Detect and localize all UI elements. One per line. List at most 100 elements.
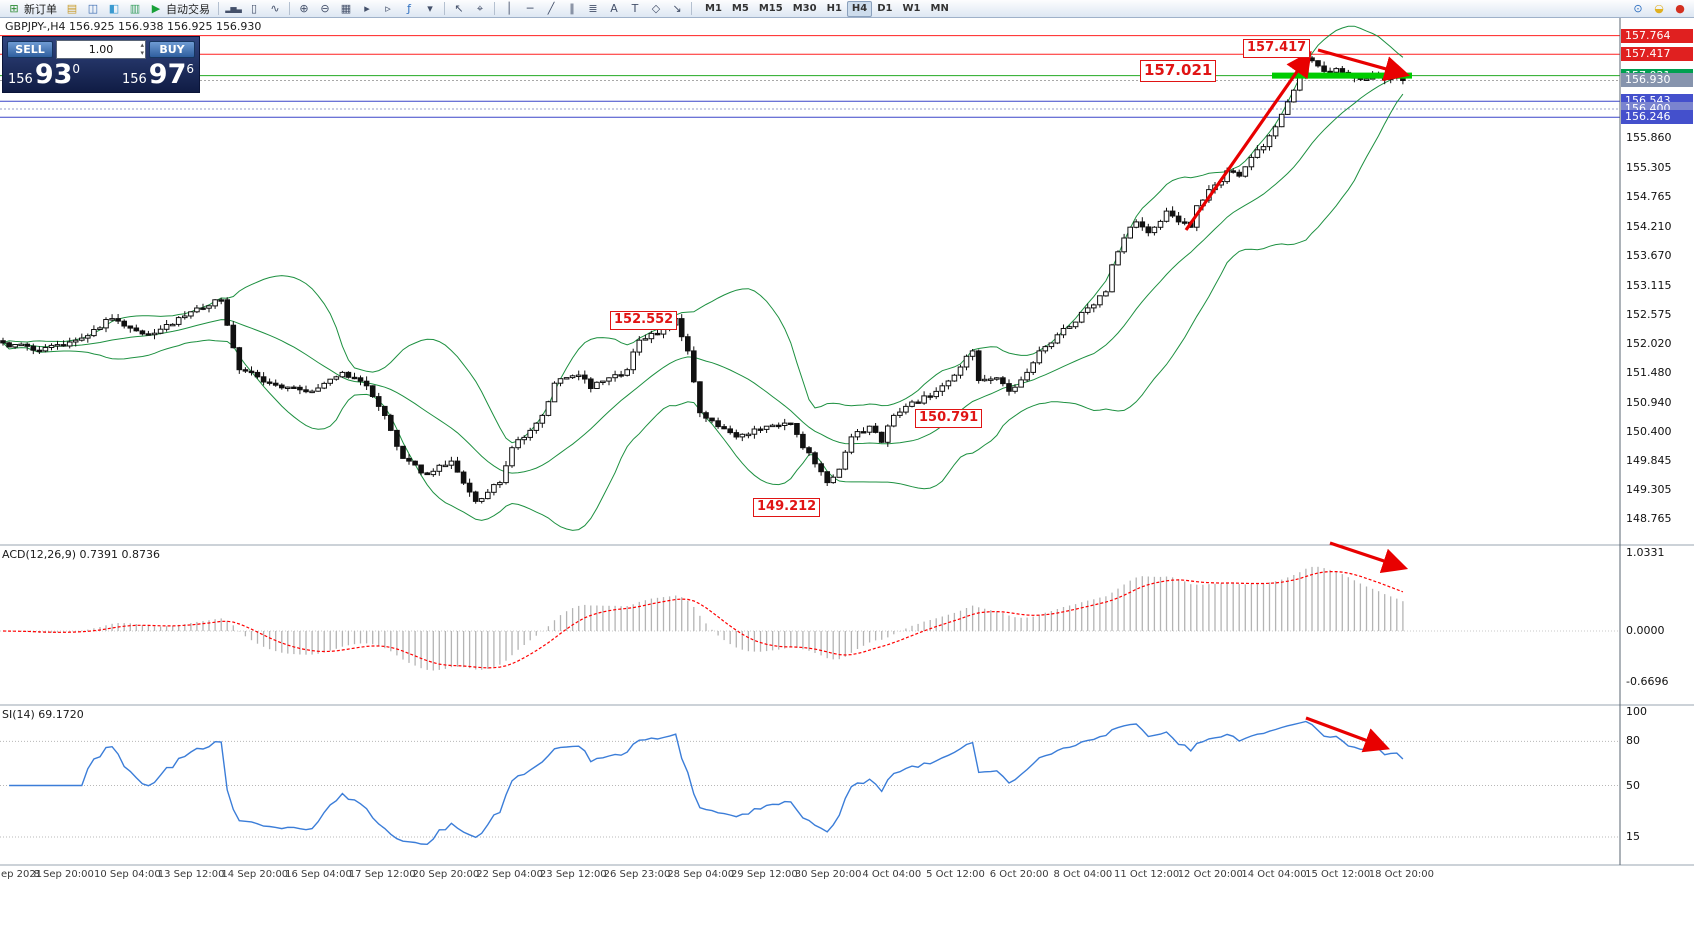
candlestick-chart-icon[interactable]: ▯ [244,1,264,17]
chart-shift-icon[interactable]: ▹ [378,1,398,17]
sell-button[interactable]: SELL [7,41,53,58]
chat-icon: ◒ [1654,1,1664,15]
tile-windows-icon: ▦ [340,1,352,15]
trend-arrow[interactable] [1305,716,1390,753]
channel-icon[interactable]: ∥ [562,1,582,17]
zoom-out-icon: ⊖ [320,1,330,15]
price-axis-badge: 157.764 [1621,28,1693,43]
rsi-axis-label: 80 [1626,734,1640,748]
buy-button[interactable]: BUY [149,41,195,58]
label-icon[interactable]: T [625,1,645,17]
arrow-tool-icon[interactable]: ↘ [667,1,687,17]
text-icon[interactable]: A [604,1,624,17]
volume-input[interactable]: 1.00 ▴ ▾ [56,40,146,59]
trend-arrow[interactable] [1329,541,1409,574]
trade-prices-row: 156930 156976 [7,59,195,88]
time-axis-label: 5 Oct 12:00 [926,869,985,880]
timeframe-m1-button[interactable]: M1 [705,2,722,14]
channel-icon: ∥ [569,1,575,15]
search-icon[interactable]: ⊙ [1628,1,1648,17]
indicators-icon[interactable]: ƒ [399,1,419,17]
indicators-icon: ƒ [407,1,411,15]
price-axis-label: 153.670 [1626,248,1672,262]
chart-shift-icon: ▹ [385,1,391,15]
timeframe-m15-button[interactable]: M15 [758,2,783,14]
price-callout[interactable]: 157.417 [1243,39,1311,58]
vertical-line-icon[interactable]: │ [499,1,519,17]
zoom-out-icon[interactable]: ⊖ [315,1,335,17]
volume-down-button[interactable]: ▾ [140,49,144,57]
price-callout[interactable]: 149.212 [753,498,821,517]
toolbar-separator [289,2,290,15]
volume-up-button[interactable]: ▴ [140,41,144,49]
zoom-in-icon[interactable]: ⊕ [294,1,314,17]
price-callout[interactable]: 152.552 [610,311,678,330]
price-axis-label: 151.480 [1626,366,1672,380]
time-axis-label: 26 Sep 23:00 [603,869,671,880]
macd-axis-label: 1.0331 [1626,546,1665,559]
candles-layer [0,56,1406,504]
time-axis-label: 16 Sep 04:00 [285,869,352,880]
time-axis-label: 18 Oct 20:00 [1368,869,1434,880]
data-window-icon[interactable]: ◫ [83,1,103,17]
tile-windows-icon[interactable]: ▦ [336,1,356,17]
time-axis-label: 22 Sep 04:00 [476,869,543,880]
timeframe-m30-button[interactable]: M30 [792,2,817,14]
price-axis-label: 154.210 [1626,219,1672,233]
price-axis-label: 149.845 [1626,454,1672,468]
auto-scroll-icon: ▸ [364,1,370,15]
chat-icon[interactable]: ◒ [1649,1,1669,17]
time-axis-label: 8 Sep 20:00 [33,869,94,880]
trendline-icon[interactable]: ╱ [541,1,561,17]
fibonacci-icon[interactable]: ≣ [583,1,603,17]
trend-arrow[interactable] [1317,48,1411,82]
new-order-button[interactable]: ⊞ 新订单 [4,1,61,17]
rsi-axis-label: 100 [1626,705,1647,718]
timeframe-mn-button[interactable]: MN [930,2,949,14]
ask-price: 156976 [122,61,194,88]
time-axis-label: 17 Sep 12:00 [348,869,416,880]
autotrading-button[interactable]: ▶ 自动交易 [146,1,214,17]
auto-scroll-icon[interactable]: ▸ [357,1,377,17]
arrow-tool-icon: ↘ [672,1,682,15]
trend-arrow[interactable] [1184,50,1312,231]
ask-big-digits: 97 [148,59,187,90]
price-axis-badge: 156.930 [1621,73,1693,88]
price-callout[interactable]: 150.791 [915,409,983,428]
crosshair-icon[interactable]: ⌖ [470,1,490,17]
timeframe-d1-button[interactable]: D1 [877,2,893,14]
price-callout[interactable]: 157.021 [1140,60,1217,82]
navigator-icon[interactable]: ◧ [104,1,124,17]
horizontal-line-icon[interactable]: ─ [520,1,540,17]
terminal-icon[interactable]: ▥ [125,1,145,17]
bid-big-digits: 93 [34,59,73,90]
shapes-icon[interactable]: ◇ [646,1,666,17]
bar-chart-icon[interactable]: ▂▅▃ [223,1,243,17]
market-watch-icon: ▤ [66,1,78,15]
horizontal-line-icon: ─ [526,1,534,15]
price-axis-label: 152.020 [1626,337,1672,351]
timeframe-h1-button[interactable]: H1 [826,2,842,14]
fibonacci-icon: ≣ [588,1,598,15]
new-order-button-label: 新订单 [24,2,57,16]
indicators-dropdown-icon[interactable]: ▾ [420,1,440,17]
macd-signal-line [2,571,1404,669]
market-watch-icon[interactable]: ▤ [62,1,82,17]
rsi-axis-label: 50 [1626,778,1640,792]
cursor-icon: ↖ [454,1,464,15]
connection-status-icon[interactable]: ● [1670,1,1690,17]
timeframe-h4-button[interactable]: H4 [846,0,873,17]
resistance-zone-rectangle[interactable] [1272,72,1412,79]
line-chart-icon[interactable]: ∿ [265,1,285,17]
ask-pipette: 6 [186,62,194,76]
timeframe-w1-button[interactable]: W1 [902,2,921,14]
timeframe-m5-button[interactable]: M5 [731,2,749,14]
macd-axis-label: -0.6696 [1626,674,1669,688]
cursor-icon[interactable]: ↖ [449,1,469,17]
time-axis-label: 4 Oct 04:00 [862,869,922,880]
toolbar-separator [218,2,219,15]
one-click-trading-panel: SELL 1.00 ▴ ▾ BUY 156930 156976 [2,36,200,93]
search-icon: ⊙ [1633,1,1643,15]
